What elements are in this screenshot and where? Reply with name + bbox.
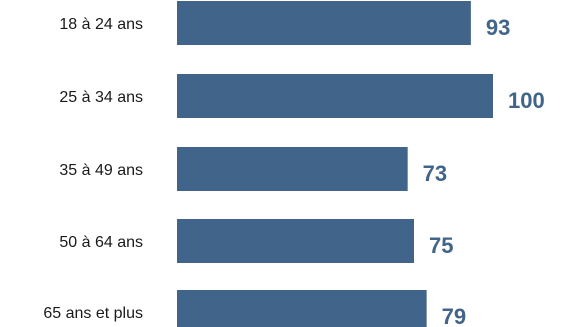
category-labels: 18 à 24 ans 25 à 34 ans 35 à 49 ans 50 à 64… [43, 16, 143, 322]
bar-50-64-ans [177, 219, 414, 263]
value-labels: 93 100 73 75 79 [423, 15, 545, 327]
category-label-35-49-ans: 35 à 49 ans [59, 162, 143, 179]
value-label-35-49-ans: 73 [423, 161, 447, 186]
value-label-25-34-ans: 100 [508, 88, 545, 113]
category-label-25-34-ans: 25 à 34 ans [59, 89, 143, 106]
bar-65-ans-et-plus [177, 290, 427, 327]
bar-18-24-ans [177, 1, 471, 45]
bar-25-34-ans [177, 74, 493, 118]
value-label-18-24-ans: 93 [486, 15, 510, 40]
value-label-50-64-ans: 75 [429, 233, 453, 258]
category-label-18-24-ans: 18 à 24 ans [59, 16, 143, 33]
category-label-65-ans-et-plus: 65 ans et plus [43, 305, 143, 322]
category-label-50-64-ans: 50 à 64 ans [59, 234, 143, 251]
bars [177, 1, 493, 327]
value-label-65-ans-et-plus: 79 [442, 304, 466, 327]
bar-35-49-ans [177, 147, 408, 191]
